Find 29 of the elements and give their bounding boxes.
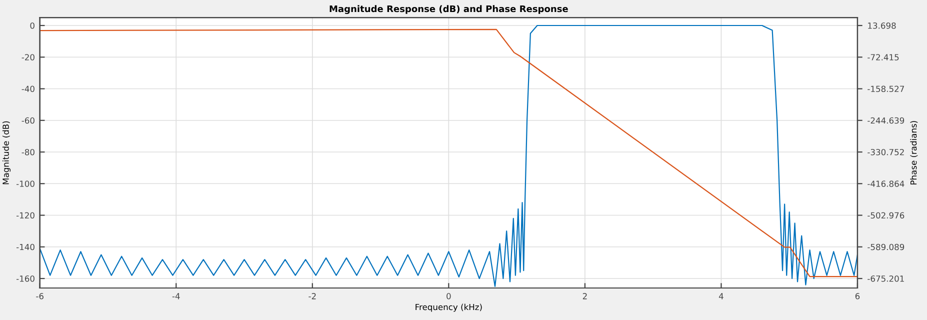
y-tick-label: -140 bbox=[16, 244, 34, 250]
y2-tick-label: -416.864 bbox=[868, 180, 904, 187]
y-tick-label: -100 bbox=[16, 180, 34, 187]
x-tick-label: 2 bbox=[582, 293, 587, 300]
x-tick-label: -4 bbox=[172, 293, 180, 300]
y-tick-label: -160 bbox=[16, 275, 34, 282]
y-tick-label: 0 bbox=[30, 22, 34, 29]
y2-axis-title: Phase (radians) bbox=[910, 121, 918, 184]
x-axis-title: Frequency (kHz) bbox=[416, 304, 482, 312]
y-tick-label: -60 bbox=[22, 117, 34, 124]
y-tick-label: -40 bbox=[22, 86, 34, 92]
y2-tick-label: -244.639 bbox=[868, 117, 904, 124]
y2-tick-label: -72.415 bbox=[868, 54, 899, 60]
y2-tick-label: 13.698 bbox=[868, 22, 896, 29]
y2-tick-label: -158.527 bbox=[868, 86, 904, 92]
y-tick-label: -120 bbox=[16, 212, 34, 219]
x-tick-label: -2 bbox=[308, 293, 316, 300]
y2-tick-label: -589.089 bbox=[868, 244, 904, 250]
x-tick-label: 6 bbox=[855, 293, 860, 300]
chart-title: Magnitude Response (dB) and Phase Response bbox=[330, 5, 568, 14]
x-tick-label: 0 bbox=[446, 293, 451, 300]
y2-tick-label: -502.976 bbox=[868, 212, 904, 219]
y-axis-title: Magnitude (dB) bbox=[2, 121, 11, 184]
x-tick-label: 4 bbox=[718, 293, 724, 300]
y2-tick-label: -675.201 bbox=[868, 275, 904, 282]
y-tick-label: -20 bbox=[22, 54, 34, 60]
y2-tick-label: -330.752 bbox=[868, 148, 904, 156]
y-tick-label: -80 bbox=[22, 148, 34, 156]
x-tick-label: -6 bbox=[36, 293, 44, 300]
